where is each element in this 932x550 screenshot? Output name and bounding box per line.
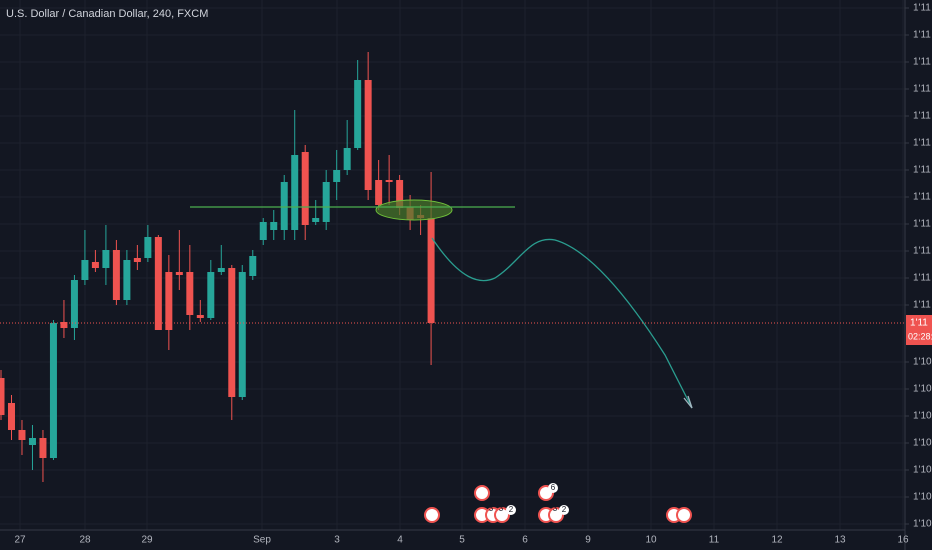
event-icon [548,483,558,493]
event-count: 3 [489,504,494,513]
highlight-ellipse [375,199,453,221]
y-tick-label: 1'11 [913,3,931,14]
candle-body [18,430,26,440]
x-tick-label: 6 [522,535,528,546]
candle-body [91,262,99,268]
x-tick-label: 11 [709,535,720,546]
y-tick-label: 1'10 [913,519,932,530]
event-icon [506,505,516,515]
last-price-label: 1'11 [910,318,928,329]
y-tick-label: 1'11 [913,84,931,95]
candle-body [364,80,372,190]
y-tick-label: 1'10 [913,411,932,422]
x-tick-label: Sep [253,535,271,546]
y-tick-label: 1'11 [913,246,931,257]
y-tick-label: 1'11 [913,300,931,311]
x-tick-label: 3 [334,535,340,546]
candle-body [60,322,68,328]
candle-body [312,218,320,222]
candle-body [154,237,162,330]
candle-body [102,250,110,268]
countdown-label: 02:28: [908,331,932,341]
candle-body [28,438,36,445]
x-tick-label: 13 [834,535,846,546]
chart-title: U.S. Dollar / Canadian Dollar, 240, FXCM [6,8,208,20]
candle-body [112,250,120,300]
y-tick-label: 1'11 [913,30,931,41]
x-tick-label: 16 [897,535,909,546]
y-tick-label: 1'10 [913,384,932,395]
y-tick-label: 1'11 [913,192,931,203]
event-icon [559,505,569,515]
candle-body [165,272,173,330]
candle-body [333,170,341,182]
event-icon [474,485,490,501]
candle-body [396,180,404,208]
candle-body [249,256,257,276]
candle-body [207,272,215,318]
x-tick-label: 29 [141,535,153,546]
candle-body [175,272,183,275]
event-count: 2 [562,505,567,514]
y-tick-label: 1'10 [913,465,932,476]
candle-body [49,323,57,458]
candle-body [228,268,236,397]
candle-body [81,260,89,280]
candle-body [70,280,78,328]
candle-body [322,182,330,222]
projection-curve [431,237,693,409]
event-icon [494,507,510,523]
event-count: 3 [499,504,504,513]
x-tick-label: 12 [771,535,783,546]
candle-body [301,152,309,225]
candle-body [0,378,5,415]
candle-body [259,222,267,240]
y-tick-label: 1'11 [913,111,931,122]
y-tick-label: 1'10 [913,438,932,449]
candle-body [217,268,225,272]
candle-body [133,258,141,262]
event-icon [424,507,440,523]
candle-body [196,315,204,318]
last-price-tag [906,315,932,345]
candle-body [354,80,362,148]
event-icon [676,507,692,523]
event-count: 2 [509,505,514,514]
candle-body [123,260,131,300]
y-tick-label: 1'11 [913,219,931,230]
y-tick-label: 1'11 [913,57,931,68]
y-tick-label: 1'11 [913,165,931,176]
x-tick-label: 4 [397,535,403,546]
x-tick-label: 28 [79,535,91,546]
x-tick-label: 27 [14,535,26,546]
candle-body [343,148,351,170]
candle-body [39,438,47,458]
x-tick-label: 9 [585,535,591,546]
y-tick-label: 1'10 [913,492,932,503]
event-count: 3 [553,504,558,513]
grid [0,0,905,530]
y-tick-label: 1'11 [913,138,931,149]
candle-body [427,218,435,323]
candle-body [7,403,15,430]
event-count: 6 [551,483,556,492]
projection-arrow [683,395,693,409]
events: 3 3 2 6 3 2 [424,483,692,523]
x-tick-label: 5 [459,535,465,546]
candle-body [280,182,288,230]
candle-body [270,222,278,230]
candle-body [238,272,246,397]
y-tick-label: 1'11 [913,273,931,284]
candle-body [385,180,393,182]
x-tick-label: 10 [645,535,657,546]
candle-body [375,180,383,205]
y-tick-label: 1'10 [913,357,932,368]
axes: 1'11 1'11 1'11 1'11 1'11 1'11 1'11 1'11 1'11 1'11… [14,3,932,546]
candle-body [186,272,194,315]
candle-body [291,155,299,230]
candle-body [144,237,152,258]
